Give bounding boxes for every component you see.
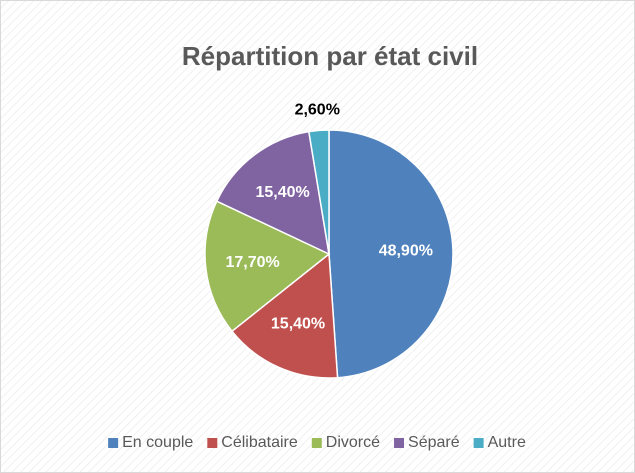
data-label: 48,90% [379, 243, 433, 260]
legend-label: En couple [122, 434, 193, 451]
pie-slice [215, 130, 330, 256]
legend-swatch [108, 438, 119, 448]
data-label: 2,60% [295, 102, 340, 119]
pie-slice [204, 200, 331, 333]
pie-slice [307, 129, 330, 255]
legend-swatch [311, 438, 322, 448]
data-label: 15,40% [271, 316, 325, 333]
legend-swatch [473, 438, 484, 448]
legend-label: Autre [488, 434, 526, 451]
data-label: 17,70% [226, 254, 280, 271]
legend-swatch [207, 438, 218, 448]
pie-slice [328, 129, 454, 379]
pie-slice [230, 252, 339, 379]
pie: 48,90% 15,40% 17,70% 15,40% 2,60% [204, 102, 454, 379]
legend: En couple Célibataire Divorcé Séparé Autre [108, 434, 526, 451]
legend-label: Divorcé [326, 434, 380, 451]
chart-title: Répartition par état civil [182, 41, 478, 71]
legend-label: Célibataire [221, 434, 298, 451]
data-label: 15,40% [256, 184, 310, 201]
legend-swatch [394, 438, 405, 448]
legend-label: Séparé [408, 434, 460, 451]
